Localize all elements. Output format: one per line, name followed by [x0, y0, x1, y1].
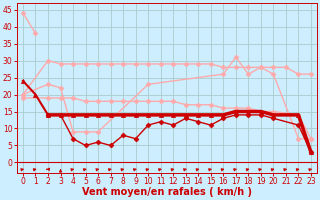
X-axis label: Vent moyen/en rafales ( km/h ): Vent moyen/en rafales ( km/h ) — [82, 187, 252, 197]
